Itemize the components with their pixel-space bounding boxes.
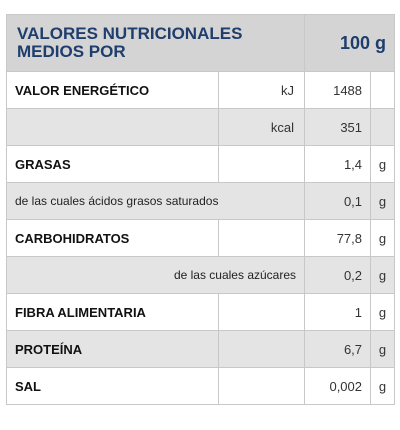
table-title: VALORES NUTRICIONALES MEDIOS POR bbox=[5, 14, 306, 72]
nutrient-unit: g bbox=[370, 367, 396, 405]
nutrition-table: VALORES NUTRICIONALES MEDIOS POR 100 g V… bbox=[5, 14, 396, 405]
reference-amount: 100 g bbox=[304, 14, 396, 72]
table-header-row: VALORES NUTRICIONALES MEDIOS POR 100 g bbox=[5, 14, 396, 72]
table-row-carbohydrates: CARBOHIDRATOS 77,8 g bbox=[6, 219, 396, 257]
table-row-salt: SAL 0,002 g bbox=[6, 367, 396, 405]
nutrient-unit: g bbox=[370, 256, 396, 294]
nutrient-value: 351 bbox=[304, 108, 372, 146]
nutrient-unit bbox=[370, 71, 396, 109]
nutrient-value: 1 bbox=[304, 293, 372, 331]
unit-cell bbox=[217, 330, 306, 368]
nutrient-value: 1,4 bbox=[304, 145, 372, 183]
nutrient-unit: g bbox=[370, 293, 396, 331]
nutrient-unit: g bbox=[370, 145, 396, 183]
table-row-protein: PROTEÍNA 6,7 g bbox=[6, 330, 396, 368]
nutrient-unit bbox=[370, 108, 396, 146]
table-row-energy-kj: VALOR ENERGÉTICO kJ 1488 bbox=[6, 71, 396, 109]
nutrient-value: 0,2 bbox=[304, 256, 372, 294]
table-row-fat: GRASAS 1,4 g bbox=[6, 145, 396, 183]
nutrient-value: 6,7 bbox=[304, 330, 372, 368]
nutrient-sublabel: de las cuales ácidos grasos saturados bbox=[5, 182, 306, 220]
nutrient-label: CARBOHIDRATOS bbox=[6, 219, 219, 257]
nutrient-unit: g bbox=[370, 219, 396, 257]
table-row-saturated-fat: de las cuales ácidos grasos saturados 0,… bbox=[5, 182, 396, 220]
nutrient-value: 1488 bbox=[304, 71, 372, 109]
unit-cell bbox=[217, 293, 306, 331]
unit-cell bbox=[217, 367, 306, 405]
nutrient-value: 0,1 bbox=[304, 182, 372, 220]
nutrient-label: FIBRA ALIMENTARIA bbox=[6, 293, 219, 331]
table-row-fiber: FIBRA ALIMENTARIA 1 g bbox=[6, 293, 396, 331]
energy-unit: kJ bbox=[217, 71, 306, 109]
nutrient-label bbox=[6, 108, 219, 146]
nutrient-value: 0,002 bbox=[304, 367, 372, 405]
nutrient-label: PROTEÍNA bbox=[6, 330, 219, 368]
nutrient-label: SAL bbox=[6, 367, 219, 405]
unit-cell bbox=[217, 219, 306, 257]
nutrition-table-container: VALORES NUTRICIONALES MEDIOS POR 100 g V… bbox=[5, 14, 396, 405]
nutrient-sublabel: de las cuales azúcares bbox=[5, 256, 306, 294]
table-row-sugars: de las cuales azúcares 0,2 g bbox=[5, 256, 396, 294]
nutrient-label: VALOR ENERGÉTICO bbox=[6, 71, 219, 109]
unit-cell bbox=[217, 145, 306, 183]
table-row-energy-kcal: kcal 351 bbox=[6, 108, 396, 146]
energy-unit: kcal bbox=[217, 108, 306, 146]
nutrient-unit: g bbox=[370, 182, 396, 220]
nutrient-unit: g bbox=[370, 330, 396, 368]
nutrient-label: GRASAS bbox=[6, 145, 219, 183]
nutrient-value: 77,8 bbox=[304, 219, 372, 257]
